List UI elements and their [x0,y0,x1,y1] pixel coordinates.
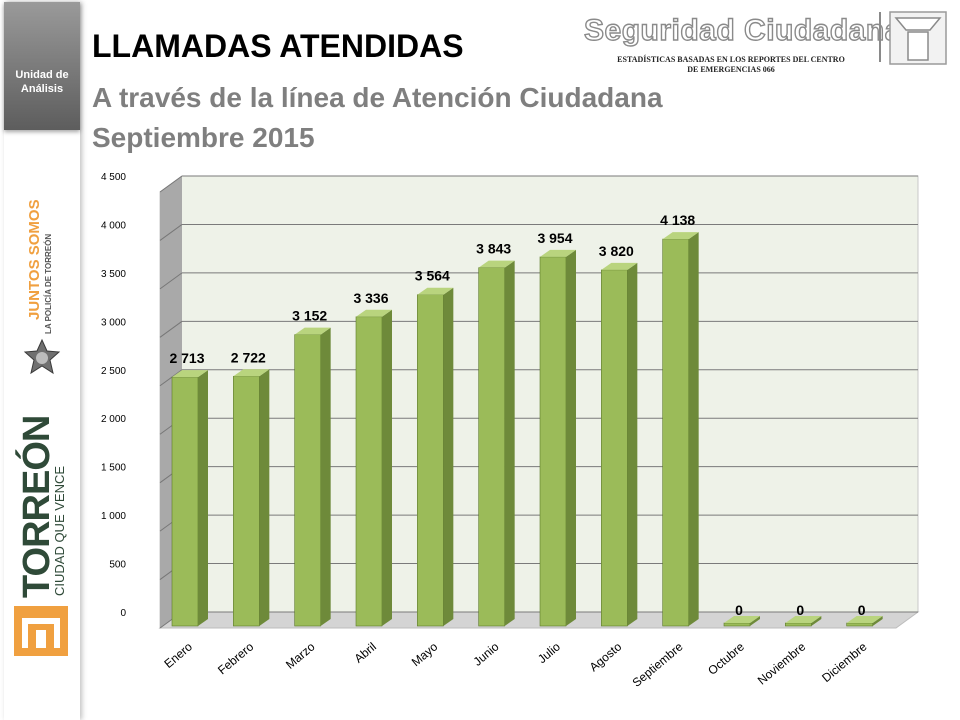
bar-side [872,616,883,626]
x-category-label: Marzo [283,639,318,671]
y-tick-label: 2 000 [101,414,126,425]
torreon-emblem-icon [14,606,68,656]
monthly-calls-bar-chart: 0 500 1 000 1 500 2 000 2 500 3 000 3 500 4 000 4… [101,172,920,690]
bar [417,294,444,627]
bar-side [320,327,331,626]
bar-top [478,260,515,268]
bar-top [601,262,638,270]
data-label: 2 713 [169,350,204,366]
bar [294,334,321,627]
y-tick-label: 1 000 [101,511,126,522]
bar-top [785,616,822,623]
x-category-label: Mayo [409,639,441,669]
x-category-label: Abril [352,640,379,666]
bar [601,269,628,627]
gridline-depth [159,369,183,387]
bar [785,622,812,627]
bar-side [443,287,454,626]
unit-label-line1: Unidad de [15,69,69,81]
data-label: 3 336 [353,290,388,306]
brand-note-line-1: ESTADÍSTICAS BASADAS EN LOS REPORTES DEL… [617,55,845,64]
data-label: 0 [858,602,866,618]
y-tick-label: 3 500 [101,269,126,280]
brand-name: Seguridad Ciudadana [583,13,902,47]
x-category-label: Octubre [705,639,747,677]
analysis-unit-badge: Unidad de Análisis [4,2,80,130]
page-subtitle: A través de la línea de Atención Ciudada… [92,78,663,158]
bar-side [259,369,270,626]
bar-top [356,309,392,317]
y-tick-label: 500 [109,560,126,571]
data-label: 3 954 [537,230,572,246]
data-label: 0 [735,602,743,618]
seguridad-ciudadana-logo-icon [879,11,947,65]
bar [723,622,751,627]
sidebar: Unidad de Análisis JUNTOS SOMOS LA POLIC… [4,2,80,720]
bar-side [382,309,392,626]
x-category-label: Junio [471,639,502,668]
bar-side [198,370,208,626]
x-category-label: Noviembre [755,639,809,687]
y-tick-label: 0 [120,608,126,619]
bar [846,622,873,627]
data-label: 3 843 [476,241,511,257]
x-category-label: Febrero [215,639,256,677]
bar-top [724,616,760,623]
gridline-depth [159,224,183,241]
gridline-depth [159,272,183,290]
bar [478,267,505,627]
data-label: 3 820 [599,243,634,259]
bar-top [417,287,454,295]
bar [539,256,567,627]
bar-top [540,249,576,257]
unit-label-line2: Análisis [20,83,64,95]
police-badge-icon [23,338,61,375]
x-category-label: Agosto [587,639,625,674]
torreon-logo-subtext: CIUDAD QUE VENCE [52,465,67,596]
bar-side [750,616,760,626]
page-title: LLAMADAS ATENDIDAS [92,28,464,64]
subtitle-line-1: A través de la línea de Atención Ciudada… [92,82,663,113]
data-label: 3 152 [292,308,327,324]
y-tick-label: 4 000 [101,220,126,231]
bar [355,316,383,627]
bar-top [233,369,270,377]
data-label: 3 564 [415,268,450,284]
gridline-depth [159,175,183,193]
bar-top [846,616,883,623]
bar-side [811,616,822,626]
brand-note-line-2: DE EMERGENCIAS 066 [687,65,775,74]
bar-top [172,370,208,378]
bar-side [504,260,515,626]
data-label: 4 138 [660,212,695,228]
gridline-depth [159,320,183,338]
y-tick-label: 3 000 [101,317,126,328]
x-category-label: Julio [535,639,563,666]
x-category-label: Diciembre [819,639,870,685]
brand-note: ESTADÍSTICAS BASADAS EN LOS REPORTES DEL… [590,55,872,75]
juntos-somos-logo-subtext: LA POLICÍA DE TORREÓN [44,233,53,334]
y-tick-label: 1 500 [101,463,126,474]
juntos-somos-logo-text: JUNTOS SOMOS [26,199,43,320]
subtitle-line-2: Septiembre 2015 [92,122,315,153]
bar-top [294,327,331,335]
bar-top [662,232,699,240]
bar-side [688,232,699,626]
bar-side [566,249,576,626]
data-label: 2 722 [231,349,266,365]
bar [171,376,199,627]
x-category-label: Enero [161,639,195,671]
bar [233,375,260,627]
x-category-label: Septiembre [630,639,686,689]
y-tick-label: 4 500 [101,172,126,183]
bar-side [627,262,638,626]
data-label: 0 [796,602,804,618]
bar [662,238,689,627]
y-tick-label: 2 500 [101,366,126,377]
